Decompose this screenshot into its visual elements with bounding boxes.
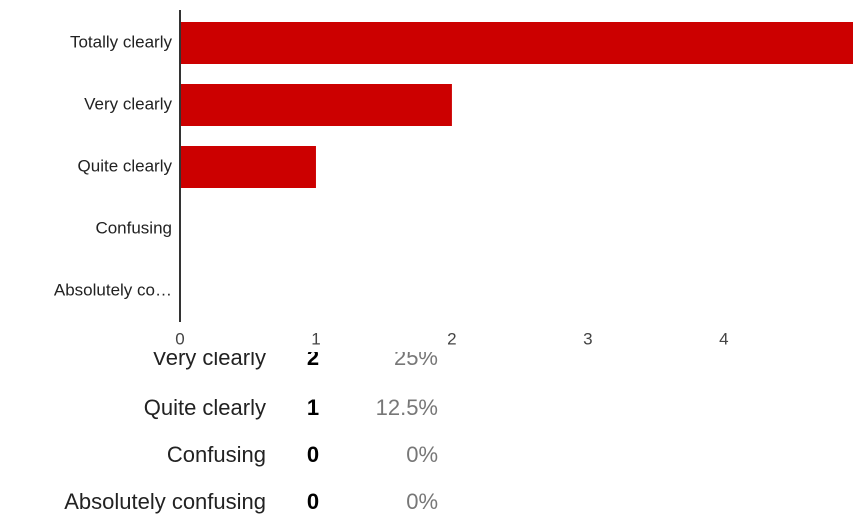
- x-tick-label: 3: [583, 329, 592, 348]
- bar: [180, 22, 853, 64]
- chart: 0 1 2 3 4 Totally clearly Very clearly Quite cl…: [53, 10, 853, 349]
- table-row: Quite clearly 1 12.5%: [0, 388, 853, 428]
- plot-area: [180, 22, 853, 188]
- row-count: 1: [306, 395, 320, 420]
- x-tick-label: 0: [175, 329, 184, 348]
- y-tick-label: Confusing: [95, 218, 172, 237]
- row-label: Confusing: [166, 442, 266, 467]
- row-percent: 0%: [406, 489, 438, 514]
- table-row: Confusing 0 0%: [0, 435, 853, 475]
- y-tick-label: Quite clearly: [78, 156, 173, 175]
- x-tick-label: 4: [719, 329, 728, 348]
- table-row: Absolutely confusing 0 0%: [0, 482, 853, 522]
- row-label: Absolutely confusing: [64, 489, 266, 514]
- bar: [180, 84, 452, 126]
- x-tick-label: 1: [311, 329, 320, 348]
- row-count: 0: [306, 489, 320, 514]
- bar: [180, 146, 316, 188]
- y-tick-label: Absolutely co…: [54, 280, 172, 299]
- y-tick-label: Totally clearly: [70, 32, 173, 51]
- row-label: Quite clearly: [143, 395, 266, 420]
- row-percent: 0%: [406, 442, 438, 467]
- row-count: 0: [306, 442, 320, 467]
- row-percent: 12.5%: [375, 395, 438, 420]
- x-tick-label: 2: [447, 329, 456, 348]
- y-tick-label: Very clearly: [84, 94, 172, 113]
